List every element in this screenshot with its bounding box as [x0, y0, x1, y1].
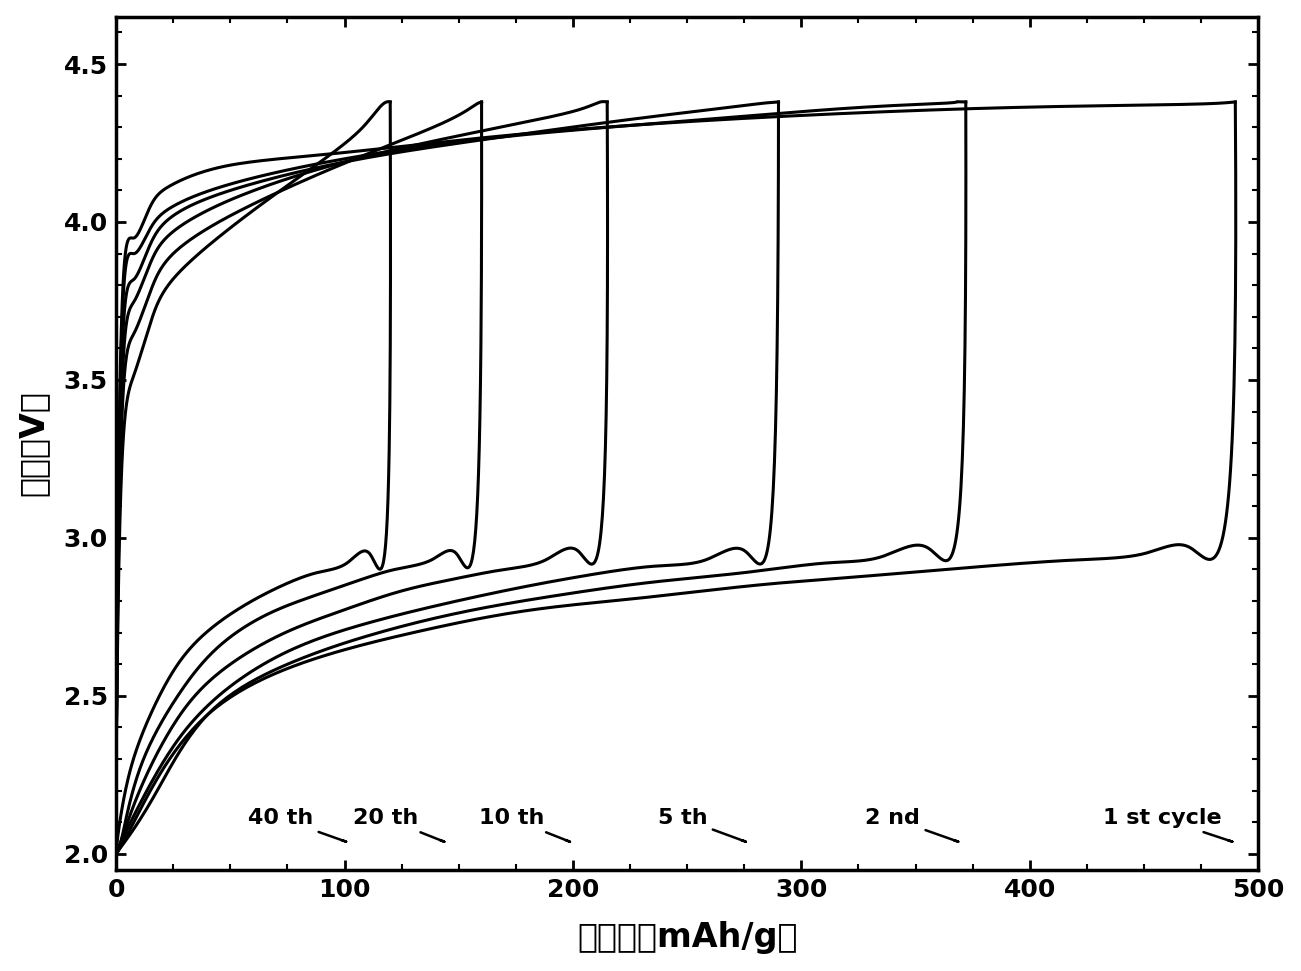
Text: 10 th: 10 th — [479, 809, 570, 842]
Text: 2 nd: 2 nd — [865, 809, 959, 842]
Text: 40 th: 40 th — [248, 809, 346, 842]
Y-axis label: 电压（V）: 电压（V） — [17, 390, 49, 496]
Text: 20 th: 20 th — [353, 809, 445, 842]
Text: 1 st cycle: 1 st cycle — [1103, 809, 1232, 842]
Text: 5 th: 5 th — [658, 809, 745, 842]
X-axis label: 比容量（mAh/g）: 比容量（mAh/g） — [576, 921, 798, 954]
